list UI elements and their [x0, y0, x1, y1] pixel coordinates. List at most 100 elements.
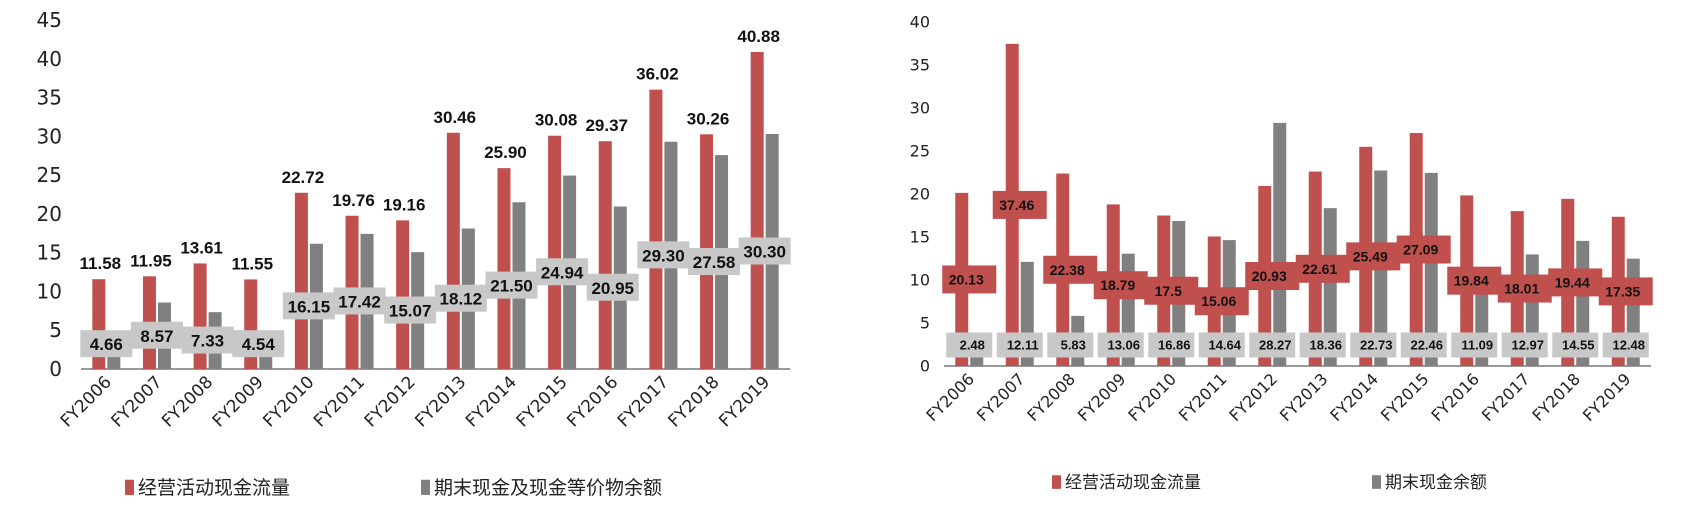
data-label-operating-cashflow: 19.84: [1454, 273, 1489, 289]
x-tick-label: FY2011: [1175, 369, 1231, 425]
data-label-operating-cashflow: 27.09: [1403, 242, 1438, 258]
y-tick-label: 20: [910, 185, 930, 204]
data-label-box: [586, 273, 639, 301]
data-label-ending-cash: 28.27: [1259, 338, 1292, 353]
data-label-ending-cash: 18.36: [1309, 338, 1342, 353]
legend-label: 经营活动现金流量: [138, 477, 290, 499]
data-label-box: [333, 287, 386, 315]
data-label-box: [282, 292, 335, 320]
x-tick-label: FY2010: [259, 372, 318, 431]
data-label-operating-cashflow: 22.72: [282, 168, 325, 187]
data-label-ending-cash: 24.94: [541, 263, 584, 282]
data-label-ending-cash: 21.50: [490, 277, 533, 296]
data-label-ending-cash: 4.54: [242, 335, 276, 354]
data-label-box: [181, 326, 234, 354]
data-label-operating-cashflow: 17.35: [1605, 283, 1640, 299]
x-tick-label: FY2011: [310, 372, 369, 431]
data-label-ending-cash: 27.58: [693, 253, 736, 272]
x-tick-label: FY2013: [1276, 369, 1332, 425]
data-label-operating-cashflow: 11.55: [231, 254, 273, 273]
y-tick-label: 5: [920, 314, 930, 333]
data-label-ending-cash: 13.06: [1107, 338, 1140, 353]
data-label-operating-cashflow: 30.08: [535, 111, 578, 130]
data-label-operating-cashflow: 20.93: [1252, 268, 1287, 284]
x-tick-label: FY2016: [1427, 369, 1483, 425]
data-label-operating-cashflow: 40.88: [737, 27, 780, 46]
data-label-box: [1148, 332, 1195, 358]
data-label-ending-cash: 14.55: [1562, 338, 1595, 353]
data-label-box: [738, 237, 791, 265]
y-tick-label: 30: [910, 99, 930, 118]
data-label-ending-cash: 7.33: [191, 332, 224, 351]
data-label-box: [1198, 332, 1245, 358]
data-label-box: [1249, 332, 1296, 358]
y-tick-label: 40: [37, 47, 62, 71]
data-label-ending-cash: 12.11: [1007, 338, 1039, 353]
x-tick-label: FY2007: [973, 369, 1029, 425]
bar-operating-cashflow-FY2017: [649, 89, 663, 369]
data-label-operating-cashflow: 18.01: [1504, 281, 1539, 297]
data-label-box: [1144, 276, 1199, 305]
data-label-ending-cash: 2.48: [960, 338, 985, 353]
data-label-operating-cashflow: 19.76: [332, 191, 375, 210]
data-label-box: [1047, 332, 1094, 358]
bar-ending-cash-FY2013: [1323, 208, 1337, 366]
data-label-box: [1245, 262, 1300, 291]
y-tick-label: 15: [910, 228, 930, 247]
bar-operating-cashflow-FY2014: [497, 168, 511, 369]
data-label-ending-cash: 22.46: [1410, 338, 1443, 353]
data-label-ending-cash: 17.42: [338, 292, 381, 311]
data-label-box: [1346, 242, 1401, 271]
x-tick-label: FY2010: [1124, 369, 1180, 425]
data-label-box: [80, 330, 133, 358]
x-tick-label: FY2016: [563, 372, 622, 431]
data-label-operating-cashflow: 37.46: [999, 197, 1034, 213]
data-label-operating-cashflow: 19.16: [383, 195, 426, 214]
data-label-box: [996, 332, 1043, 358]
x-tick-label: FY2019: [715, 372, 774, 431]
legend-item: 期末现金及现金等价物余额: [421, 477, 662, 499]
x-tick-label: FY2014: [1326, 369, 1382, 425]
y-tick-label: 10: [910, 271, 930, 290]
y-tick-label: 45: [37, 8, 62, 32]
y-tick-label: 35: [37, 86, 62, 110]
bar-ending-cash-FY2012: [1273, 122, 1287, 367]
data-label-box: [1194, 287, 1249, 316]
data-label-ending-cash: 12.97: [1511, 338, 1544, 353]
data-label-ending-cash: 12.48: [1612, 338, 1645, 353]
data-label-operating-cashflow: 36.02: [636, 65, 679, 84]
y-tick-label: 25: [37, 163, 62, 187]
x-tick-label: FY2019: [1579, 369, 1635, 425]
data-label-operating-cashflow: 30.26: [687, 109, 730, 128]
data-label-operating-cashflow: 22.61: [1302, 261, 1337, 277]
x-tick-label: FY2013: [411, 372, 470, 431]
data-label-box: [1548, 268, 1603, 297]
data-label-box: [1552, 332, 1599, 358]
x-tick-label: FY2017: [1478, 369, 1534, 425]
data-label-operating-cashflow: 15.06: [1201, 293, 1236, 309]
data-label-operating-cashflow: 11.58: [80, 254, 122, 273]
bar-ending-cash-FY2015: [1424, 172, 1438, 366]
chart-2: 0 5 10 15 20 25 30 35 40 20.13 37.46 22.38 18.79 17.5…: [910, 13, 1653, 493]
x-tick-label: FY2008: [1023, 369, 1079, 425]
x-tick-label: FY2007: [108, 372, 167, 431]
data-label-operating-cashflow: 11.95: [130, 251, 172, 270]
data-label-operating-cashflow: 30.46: [434, 108, 477, 127]
data-label-box: [536, 258, 589, 286]
x-tick-label: FY2006: [57, 372, 116, 431]
data-label-operating-cashflow: 22.38: [1050, 262, 1085, 278]
bar-operating-cashflow-FY2016: [598, 141, 612, 369]
data-label-ending-cash: 29.30: [642, 246, 685, 265]
data-label-box: [1497, 274, 1552, 303]
data-label-box: [1350, 332, 1397, 358]
legend-swatch: [125, 479, 134, 495]
data-label-box: [485, 271, 538, 299]
x-tick-label: FY2012: [1225, 369, 1281, 425]
x-tick-label: FY2014: [462, 372, 521, 431]
legend-swatch: [1372, 475, 1381, 489]
data-label-operating-cashflow: 29.37: [585, 116, 628, 135]
data-label-box: [1602, 332, 1649, 358]
y-tick-label: 30: [37, 124, 62, 148]
bar-operating-cashflow-FY2012: [396, 220, 410, 369]
